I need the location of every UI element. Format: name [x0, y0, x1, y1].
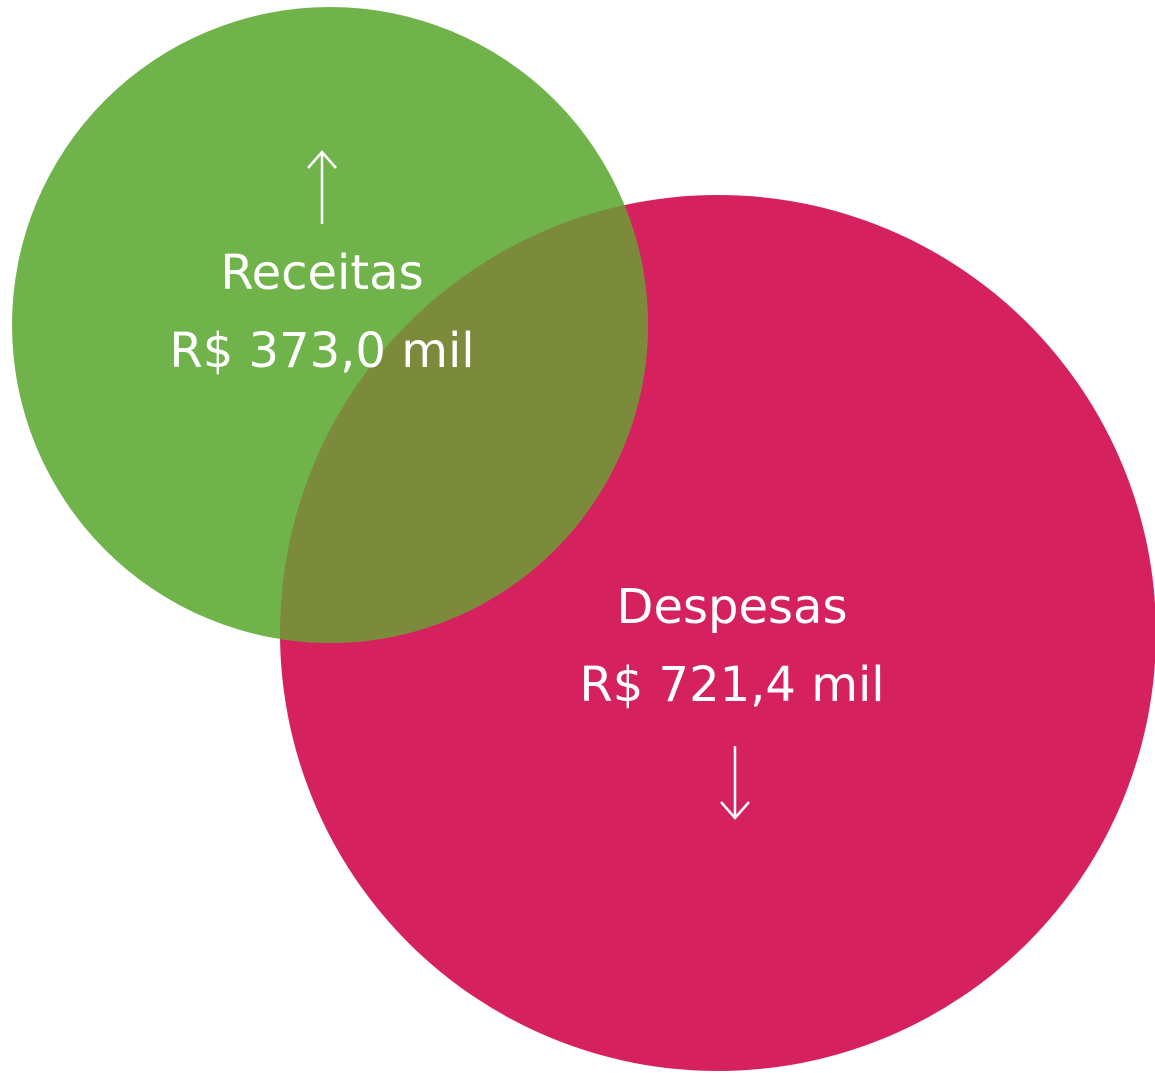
down-arrow [720, 746, 750, 820]
receitas-label: Receitas [220, 245, 423, 301]
despesas-label: Despesas [617, 579, 848, 635]
receitas-amount: R$ 373,0 mil [169, 323, 474, 379]
up-arrow [307, 150, 337, 224]
despesas-amount: R$ 721,4 mil [579, 657, 884, 713]
